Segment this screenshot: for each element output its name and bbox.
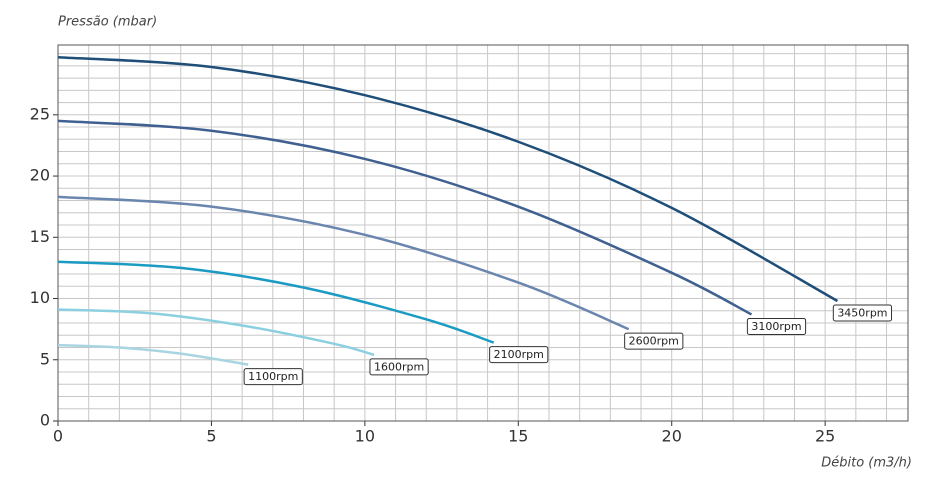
x-tick-label: 15	[508, 427, 528, 446]
curve-label: 2600rpm	[624, 332, 684, 350]
curve	[57, 56, 839, 303]
legend-label: 1600rpm	[374, 360, 424, 373]
curve	[57, 195, 630, 331]
curve-label: 2100rpm	[489, 346, 549, 364]
curve-label: 3450rpm	[832, 304, 893, 322]
y-tick-label: 25	[30, 104, 50, 123]
x-tick-label: 5	[206, 427, 216, 446]
curve-label: 3100rpm	[746, 317, 807, 335]
label-box	[489, 346, 549, 364]
y-tick-label: 10	[30, 288, 50, 307]
label-box	[369, 358, 429, 376]
x-tick-label: 10	[355, 427, 375, 446]
legend-label: 3100rpm	[751, 320, 801, 333]
x-tick-label: 0	[53, 427, 63, 446]
y-tick-label: 0	[40, 411, 50, 430]
legend-label: 3450rpm	[837, 306, 887, 319]
curve	[57, 260, 495, 344]
y-axis-label: Pressão (mbar)	[58, 15, 157, 30]
label-box	[746, 317, 807, 335]
label-box	[243, 368, 303, 386]
curve	[57, 119, 753, 316]
label-box	[832, 304, 893, 322]
plot-frame	[57, 44, 909, 422]
curve	[57, 308, 375, 357]
label-box	[624, 332, 684, 350]
x-tick-label: 25	[815, 427, 835, 446]
curve	[57, 343, 249, 366]
curve-label: 1100rpm	[243, 368, 303, 386]
legend-label: 2100rpm	[494, 348, 544, 361]
y-tick-label: 20	[30, 166, 50, 185]
y-tick-label: 5	[40, 349, 50, 368]
x-axis-label: Débito (m3/h)	[821, 456, 912, 471]
legend-label: 1100rpm	[248, 370, 298, 383]
curve-label: 1600rpm	[369, 358, 429, 376]
legend-label: 2600rpm	[629, 335, 679, 348]
y-tick-label: 15	[30, 227, 50, 246]
plot-area	[57, 44, 909, 422]
x-tick-label: 20	[662, 427, 682, 446]
